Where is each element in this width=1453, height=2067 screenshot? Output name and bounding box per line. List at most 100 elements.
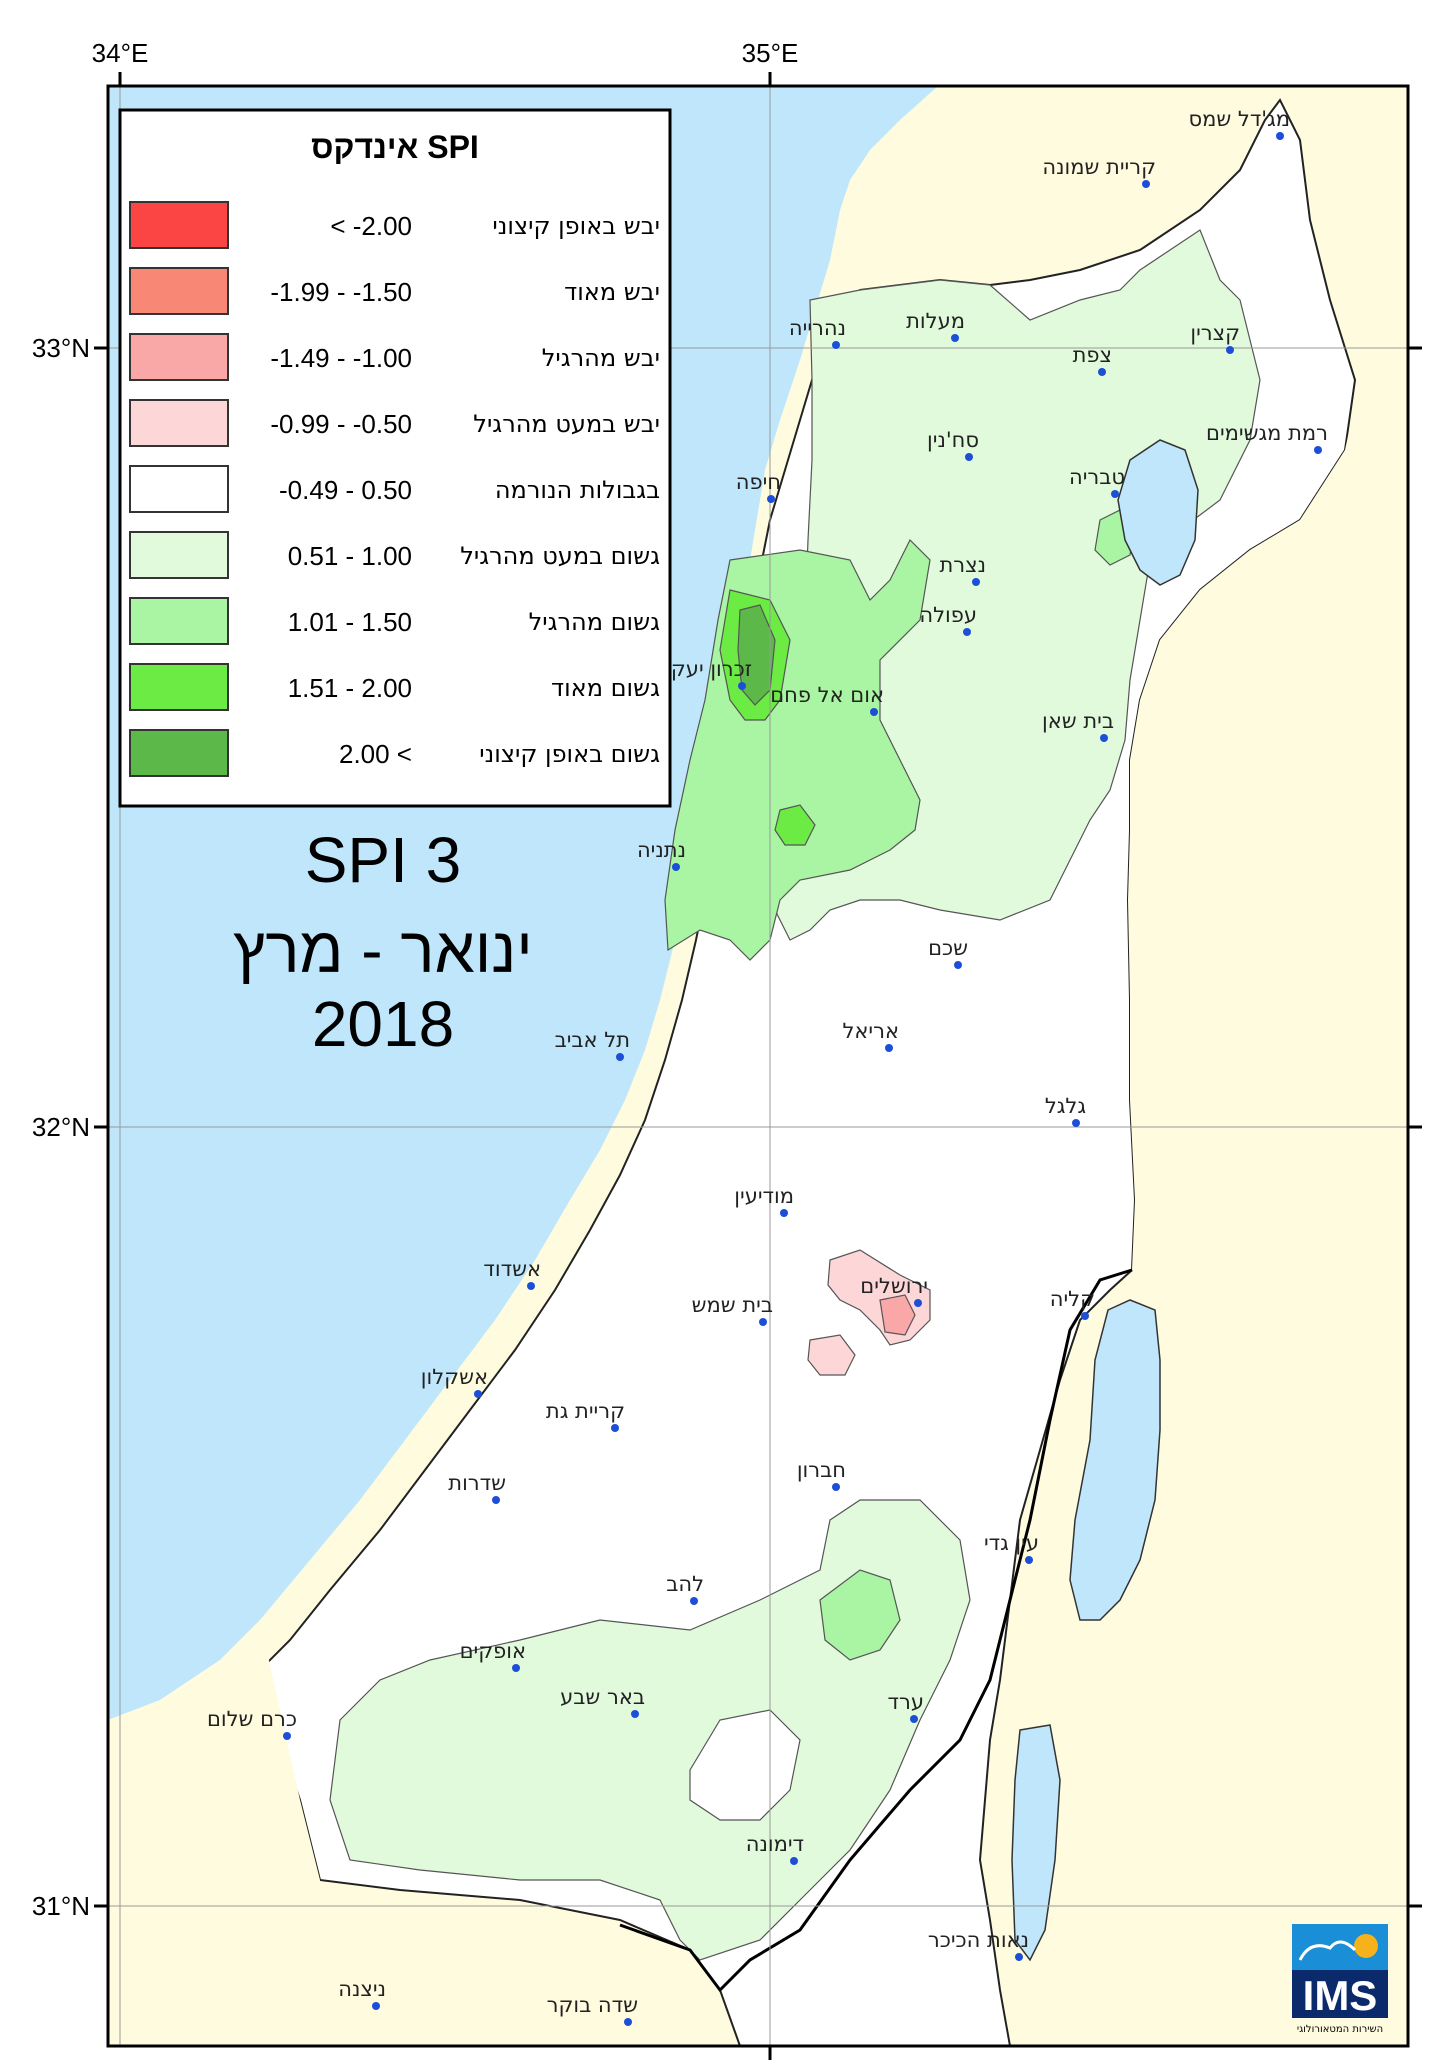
city-label: ירושלים [860, 1274, 928, 1298]
spi-region-dry-jerusalem [879, 1294, 916, 1336]
city-marker [885, 1044, 893, 1052]
city-marker [972, 578, 980, 586]
city-label: אופקים [460, 1639, 526, 1663]
legend-swatch [129, 333, 229, 381]
legend-swatch [129, 663, 229, 711]
city-label: רמת מגשימים [1206, 421, 1328, 445]
city-label: קריית שמונה [1042, 155, 1156, 179]
legend-swatch [129, 201, 229, 249]
city-marker [1025, 1556, 1033, 1564]
city-marker [870, 708, 878, 716]
city-label: קריית גת [546, 1399, 625, 1423]
city-label: בית שאן [1042, 709, 1114, 733]
map-title-period: ינואר - מרץ [233, 914, 533, 986]
city-label: זכרון יעקב [659, 657, 752, 681]
city-label: ניצנה [338, 1977, 386, 2001]
ims-logo-base [1292, 1970, 1388, 2018]
border-line [619, 1268, 1133, 1993]
city-marker [1111, 490, 1119, 498]
sun-icon [1354, 1934, 1378, 1958]
city-label: קליה [1050, 1287, 1095, 1311]
city-marker [527, 1282, 535, 1290]
dead-sea [1069, 1299, 1161, 1621]
city-label: שכם [928, 936, 968, 960]
city-marker [372, 2002, 380, 2010]
spi-region-very-wet-2 [774, 804, 816, 846]
map-title: SPI 3 ינואר - מרץ 2018 [233, 824, 533, 1060]
city-label: דימונה [746, 1832, 804, 1856]
city-marker [767, 495, 775, 503]
legend-range: < -2.00 [330, 211, 412, 241]
legend-label: גשום באופן קיצוני [479, 740, 660, 768]
city-label: כרם שלום [207, 1707, 297, 1731]
city-marker [832, 1483, 840, 1491]
legend-range: 0.51 - 1.00 [288, 541, 412, 571]
coord-label-32n: 32°N [32, 1112, 90, 1142]
city-marker [611, 1424, 619, 1432]
city-marker [1314, 446, 1322, 454]
city-label: מודיעין [734, 1184, 794, 1208]
city-label: בית שמש [692, 1293, 773, 1317]
city-marker [1276, 132, 1284, 140]
legend-swatch [129, 399, 229, 447]
legend-swatch [129, 465, 229, 513]
map-title-year: 2018 [312, 988, 454, 1060]
cloud-icon [1298, 1940, 1357, 1961]
city-marker [1226, 346, 1234, 354]
city-marker [690, 1597, 698, 1605]
legend-label: יבש מאוד [564, 278, 660, 306]
city-marker [780, 1209, 788, 1217]
city-marker [631, 1710, 639, 1718]
city-label: מעלות [906, 309, 965, 333]
city-label: עפולה [919, 603, 977, 627]
legend-label: יבש במעט מהרגיל [473, 410, 660, 438]
city-marker [616, 1053, 624, 1061]
city-marker [965, 453, 973, 461]
city-marker [963, 628, 971, 636]
ims-logo-subtitle: השירות המטאורולוגי [1297, 2024, 1383, 2035]
city-label: ערד [888, 1690, 924, 1714]
legend-swatch [129, 531, 229, 579]
city-label: נצרת [939, 553, 986, 577]
coord-label-35e: 35°E [742, 38, 799, 68]
legend-range: 1.01 - 1.50 [288, 607, 412, 637]
city-marker [738, 682, 746, 690]
legend: אינדקס SPI < -2.00 יבש באופן קיצוני -1.99 … [118, 108, 672, 808]
legend-range: -1.49 - -1.00 [270, 343, 412, 373]
city-label: צפת [1073, 343, 1112, 367]
spi-region-extreme-wet [737, 604, 776, 706]
dead-sea-south [1011, 1724, 1061, 1962]
legend-range: 2.00 < [339, 739, 412, 769]
legend-swatch [129, 597, 229, 645]
legend-label: יבש באופן קיצוני [492, 212, 660, 240]
city-marker [512, 1664, 520, 1672]
city-label: נתניה [637, 838, 686, 862]
legend-label: בגבולות הנורמה [495, 476, 660, 504]
spi-region-slightly-wet-south [329, 1499, 971, 1961]
map-title-index: SPI 3 [305, 824, 462, 896]
city-marker [910, 1715, 918, 1723]
city-layer: מג'דל שמס קריית שמונה נהרייה מעלות קצרין צפת ס… [207, 107, 1328, 2026]
legend-title: אינדקס SPI [311, 129, 479, 165]
city-marker [672, 863, 680, 871]
coord-label-33n: 33°N [32, 333, 90, 363]
legend-swatch [129, 729, 229, 777]
city-marker [1072, 1119, 1080, 1127]
legend-label: יבש מהרגיל [542, 344, 660, 372]
city-label: שדה בוקר [547, 1993, 638, 2017]
legend-range: 1.51 - 2.00 [288, 673, 412, 703]
city-marker [624, 2018, 632, 2026]
city-marker [1100, 734, 1108, 742]
legend-swatch [129, 267, 229, 315]
legend-range: -0.49 - 0.50 [279, 475, 412, 505]
city-marker [1098, 368, 1106, 376]
legend-range: -0.99 - -0.50 [270, 409, 412, 439]
city-label: אשדוד [483, 1257, 541, 1281]
city-label: טבריה [1069, 465, 1125, 489]
city-marker [474, 1390, 482, 1398]
coord-label-31n: 31°N [32, 1891, 90, 1921]
frame-ticks [94, 72, 1422, 2060]
jordan-valley-outside [1030, 300, 1408, 2046]
city-label: אריאל [842, 1019, 899, 1043]
city-marker [832, 341, 840, 349]
